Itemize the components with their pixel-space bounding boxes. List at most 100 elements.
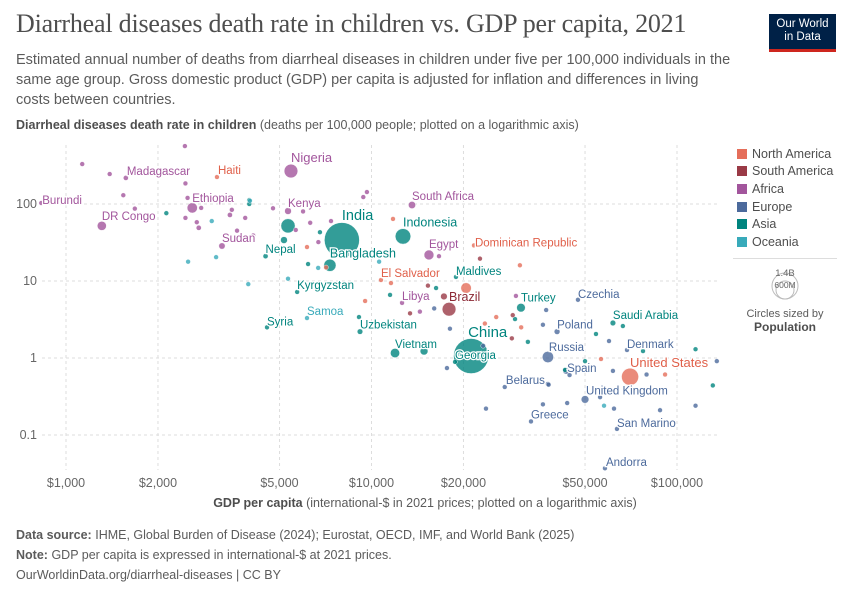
data-point <box>606 338 612 344</box>
data-point <box>376 259 382 265</box>
data-point <box>436 253 442 259</box>
legend-label: Africa <box>752 181 784 196</box>
data-point <box>710 382 716 389</box>
note-label: Note: <box>16 548 48 562</box>
data-point <box>364 189 370 195</box>
point-label: Greece <box>531 409 569 421</box>
point-label: Czechia <box>578 289 620 301</box>
y-axis-title-rest: (deaths per 100,000 people; plotted on a… <box>259 118 579 132</box>
data-point <box>356 314 362 320</box>
data-point <box>194 219 200 225</box>
data-point <box>227 212 233 218</box>
data-point <box>525 339 531 345</box>
legend-item-asia[interactable]: Asia <box>737 215 833 233</box>
legend-item-europe[interactable]: Europe <box>737 198 833 216</box>
point-label: Nigeria <box>291 150 333 165</box>
data-point <box>643 371 650 378</box>
size-legend-circles: 1.4B 600M <box>771 268 799 300</box>
point-greece <box>528 418 534 425</box>
point-label: Uzbekistan <box>360 320 417 332</box>
data-point <box>620 323 626 329</box>
point-label: Nepal <box>266 244 296 256</box>
data-point <box>247 198 253 204</box>
point-sudan <box>218 242 226 250</box>
data-point <box>120 192 126 198</box>
size-variable: Population <box>754 320 816 334</box>
owid-logo[interactable]: Our World in Data <box>769 14 836 52</box>
point-madagascar <box>123 175 129 181</box>
data-point <box>213 254 219 260</box>
point-label: Andorra <box>606 457 648 469</box>
y-tick-label: 100 <box>16 197 37 211</box>
data-point <box>657 407 663 413</box>
point-china <box>453 338 489 374</box>
data-point <box>300 208 306 215</box>
x-tick-label: $2,000 <box>139 476 177 490</box>
source-url[interactable]: OurWorldinData.org/diarrheal-diseases | … <box>16 568 281 582</box>
x-tick-label: $1,000 <box>47 476 85 490</box>
data-point <box>163 210 169 216</box>
point-label: Kenya <box>288 198 321 210</box>
data-point <box>242 215 248 221</box>
point-label: Saudi Arabia <box>613 310 679 322</box>
data-source-text[interactable]: IHME, Global Burden of Disease (2024); E… <box>95 528 575 542</box>
legend-swatch <box>737 183 747 194</box>
data-point <box>431 305 437 312</box>
point-india <box>324 222 360 258</box>
y-tick-label: 0.1 <box>20 428 37 442</box>
y-axis-title-bold: Diarrheal diseases death rate in childre… <box>16 118 257 132</box>
point-label: Spain <box>567 363 596 375</box>
data-point <box>250 232 256 239</box>
point-georgia <box>452 359 458 365</box>
point-label: Bangladesh <box>330 246 396 260</box>
data-source: Data source: IHME, Global Burden of Dise… <box>16 528 574 542</box>
data-point <box>444 365 450 371</box>
legend-swatch <box>737 166 747 177</box>
logo-line-2: in Data <box>784 31 821 43</box>
point-label: Brazil <box>449 290 480 304</box>
data-source-label: Data source: <box>16 528 92 542</box>
legend-item-north-america[interactable]: North America <box>737 145 833 163</box>
data-point <box>315 265 321 271</box>
data-point <box>509 335 515 341</box>
size-caption: Circles sized by <box>746 308 824 320</box>
data-point <box>323 264 329 271</box>
point-haiti <box>214 174 220 180</box>
data-point <box>460 282 472 294</box>
x-tick-label: $5,000 <box>260 476 298 490</box>
data-point <box>304 244 310 250</box>
legend-item-africa[interactable]: Africa <box>737 180 833 198</box>
data-point <box>245 281 251 287</box>
point-label: Russia <box>549 342 585 354</box>
x-tick-label: $10,000 <box>349 476 394 490</box>
legend-label: South America <box>752 164 834 179</box>
point-label: Ethiopia <box>192 193 234 205</box>
size-legend: 1.4B 600M Circles sized by Population <box>733 258 837 334</box>
size-circle-small <box>775 280 795 300</box>
data-point <box>662 371 668 378</box>
legend-item-oceania[interactable]: Oceania <box>737 233 833 251</box>
data-point <box>184 195 191 201</box>
data-point <box>270 205 276 211</box>
data-point <box>518 324 524 330</box>
point-saudi-arabia <box>609 319 616 326</box>
point-label: Belarus <box>506 375 545 387</box>
data-point <box>610 368 616 374</box>
legend-item-south-america[interactable]: South America <box>737 163 833 181</box>
data-point <box>132 206 138 212</box>
data-point <box>229 207 235 213</box>
point-brazil <box>442 302 457 317</box>
point-label: Maldives <box>456 266 502 278</box>
legend-label: Oceania <box>752 234 799 249</box>
point-label: Sudan <box>222 233 255 245</box>
data-point <box>597 394 603 400</box>
point-turkey <box>516 303 526 313</box>
data-point <box>482 320 488 327</box>
data-point <box>640 348 646 354</box>
point-kenya <box>284 207 292 215</box>
point-label: Denmark <box>627 339 674 351</box>
point-kyrgyzstan <box>294 289 300 295</box>
point-label: Kyrgyzstan <box>297 280 354 292</box>
data-point <box>196 225 202 231</box>
point-label: Turkey <box>521 293 556 305</box>
